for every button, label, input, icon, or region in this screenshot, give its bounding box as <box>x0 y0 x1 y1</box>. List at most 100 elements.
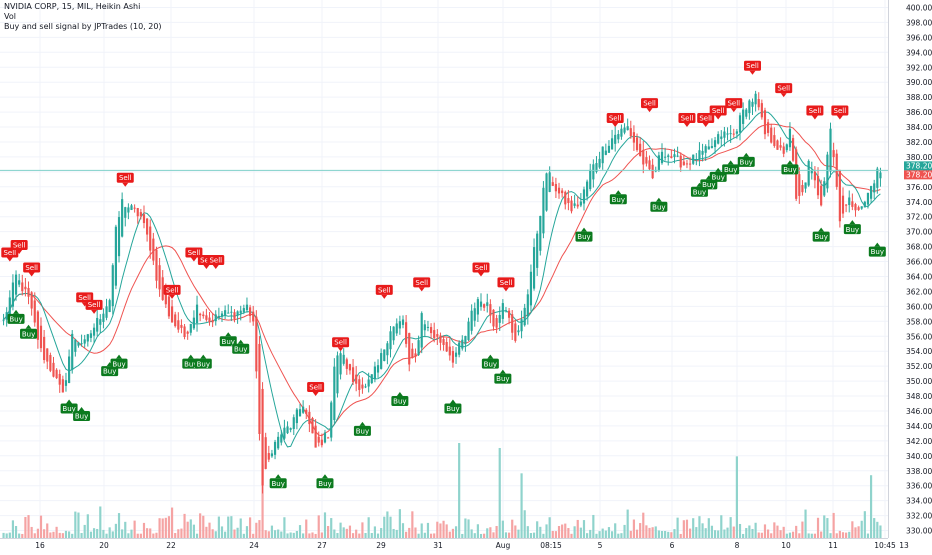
volume-bar <box>133 520 136 538</box>
volume-bar <box>114 523 117 538</box>
volume-bar <box>92 528 96 538</box>
sell-label: Sell <box>746 62 759 70</box>
candle-body <box>767 122 770 133</box>
candle-body <box>8 297 11 316</box>
candle-body <box>751 101 754 107</box>
candle-body <box>801 185 804 193</box>
signal-pointer <box>359 421 366 426</box>
candle-body <box>461 339 464 349</box>
volume-bar <box>423 532 426 538</box>
volume-bar <box>673 529 676 538</box>
signal-box <box>73 410 91 421</box>
volume-bar <box>39 515 43 538</box>
volume-bar <box>804 509 807 538</box>
candle-body <box>517 330 520 333</box>
sell-signal: Sell <box>85 299 103 314</box>
candle-body <box>610 138 614 150</box>
sell-label: Sell <box>834 107 847 115</box>
y-tick-label: 390.00 <box>906 78 932 87</box>
volume-bar <box>370 533 373 538</box>
candle-body <box>595 163 598 172</box>
candle-body <box>227 312 230 314</box>
buy-signal: Buy <box>219 332 237 347</box>
candle-body <box>239 310 242 314</box>
symbol-title[interactable]: NVIDIA CORP, 15, MIL, Heikin Ashi <box>4 2 141 11</box>
buy-label: Buy <box>234 345 247 353</box>
sell-label: Sell <box>681 114 694 122</box>
volume-bar <box>695 527 698 538</box>
volume-bar <box>401 523 405 538</box>
volume-bar <box>71 533 74 538</box>
volume-bar <box>785 533 788 538</box>
candle-body <box>704 146 707 153</box>
volume-bar <box>102 529 105 538</box>
y-tick-label: 382.00 <box>906 138 932 147</box>
candle-body <box>345 359 348 369</box>
volume-bar <box>2 532 5 538</box>
candle-body <box>92 327 96 336</box>
volume-bar <box>27 515 30 538</box>
candle-body <box>77 342 80 346</box>
indicator-legend[interactable]: Buy and sell signal by JPTrades (10, 20) <box>4 22 162 31</box>
volume-bar <box>361 522 364 538</box>
candle-body <box>24 286 27 290</box>
sell-label: Sell <box>78 294 91 302</box>
volume-bar <box>242 533 245 538</box>
volume-bar <box>592 514 595 538</box>
candle-body <box>876 168 879 188</box>
candle-body <box>651 164 654 179</box>
buy-signal: Buy <box>843 220 861 235</box>
sell-signal: Sell <box>10 240 28 255</box>
volume-bar <box>14 526 18 538</box>
candle-body <box>561 190 564 194</box>
candle-body <box>479 301 483 307</box>
candle-body <box>205 315 208 320</box>
volume-bar <box>467 519 470 538</box>
volume-bar <box>314 533 317 538</box>
volume-bar <box>832 512 835 538</box>
candle-body <box>720 136 723 139</box>
volume-bar <box>823 515 826 538</box>
volume-bar <box>532 532 536 538</box>
volume-bar <box>239 518 242 538</box>
candle-body <box>626 126 629 131</box>
volume-bar <box>748 525 751 538</box>
buy-label: Buy <box>112 360 125 368</box>
y-tick-label: 340.00 <box>906 452 932 461</box>
volume-bar <box>798 533 801 538</box>
signal-box <box>207 255 225 265</box>
volume-bar <box>18 533 21 538</box>
volume-bar <box>710 525 714 538</box>
volume-bar <box>742 533 745 538</box>
candle-body <box>776 140 779 150</box>
candle-body <box>155 249 158 281</box>
volume-bar <box>395 529 398 538</box>
y-tick-label: 338.00 <box>906 467 932 476</box>
candle-body <box>576 204 579 207</box>
volume-bar <box>317 515 320 538</box>
sell-signal: Sell <box>472 262 490 277</box>
signal-pointer <box>78 406 85 411</box>
volume-bar <box>570 533 573 538</box>
volume-legend[interactable]: Vol <box>4 12 16 21</box>
volume-bar <box>826 518 829 538</box>
candle-body <box>820 185 823 206</box>
x-tick-label: 10 <box>781 541 791 550</box>
volume-bar <box>554 531 557 538</box>
volume-bar <box>511 519 514 538</box>
y-tick-label: 358.00 <box>906 317 932 326</box>
candle-body <box>417 340 420 356</box>
y-tick-label: 380.00 <box>906 153 932 162</box>
volume-bar <box>501 520 504 538</box>
candle-body <box>832 150 835 158</box>
candle-body <box>504 310 508 312</box>
candle-body <box>167 296 171 317</box>
volume-bar <box>670 532 673 538</box>
candle-body <box>514 323 517 341</box>
signal-box <box>606 113 624 124</box>
buy-signal: Buy <box>481 354 499 369</box>
candle-body <box>105 306 108 318</box>
candle-body <box>192 317 196 329</box>
